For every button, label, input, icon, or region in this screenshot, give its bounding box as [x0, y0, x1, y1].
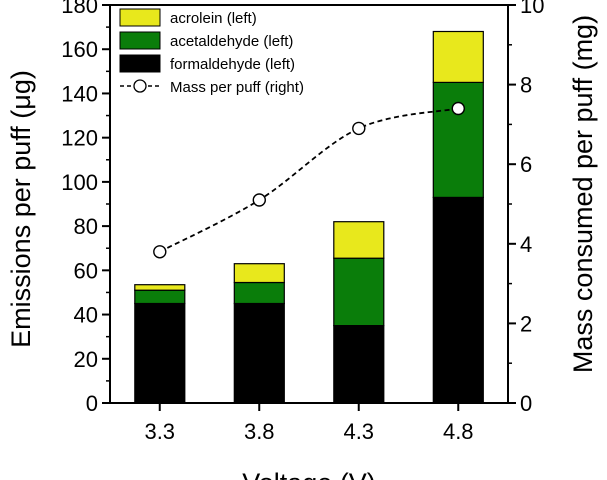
bar-acetaldehyde-3.3 — [134, 289, 186, 305]
x-axis-title: Voltage (V) — [242, 468, 376, 480]
legend-label-acrolein: acrolein (left) — [170, 10, 257, 27]
bar-acrolein-4.8 — [432, 30, 484, 84]
y-tick-label: 60 — [74, 258, 98, 283]
bar-acrolein-4.3 — [333, 221, 385, 259]
mass-point-4.3 — [352, 121, 366, 136]
y-tick-label: 160 — [61, 37, 98, 62]
y-tick-label: 100 — [61, 170, 98, 195]
legend-label-mass: Mass per puff (right) — [170, 79, 304, 96]
mass-point-3.3 — [153, 245, 167, 259]
legend-marker-mass — [133, 79, 147, 93]
y-tick-label: 180 — [61, 0, 98, 18]
y2-tick-label: 0 — [520, 391, 532, 416]
bar-acetaldehyde-3.8 — [233, 281, 285, 305]
axes-layer: 0 20 40 60 80 100 120 140 160 180 0 2 4 6 8 10 3.3 3.8 4.3… — [61, 0, 544, 444]
y-tick-label: 40 — [74, 303, 98, 328]
y-tick-label: 140 — [61, 81, 98, 106]
y-tick-label: 80 — [74, 214, 98, 239]
legend-swatch-acrolein — [119, 8, 161, 27]
mass-line-layer — [153, 101, 465, 259]
legend: acrolein (left) acetaldehyde (left) formal… — [119, 8, 304, 96]
bar-acetaldehyde-4.8 — [432, 81, 484, 199]
y2-tick-label: 8 — [520, 73, 532, 98]
bar-acrolein-3.8 — [233, 263, 285, 284]
mass-line — [159, 107, 459, 253]
x-tick-label: 4.3 — [343, 419, 374, 444]
y2-tick-label: 10 — [520, 0, 544, 18]
y-tick-label: 20 — [74, 347, 98, 372]
mass-point-4.8 — [451, 101, 465, 116]
legend-swatch-acetaldehyde — [119, 31, 161, 50]
y2-tick-label: 4 — [520, 232, 532, 257]
bar-formaldehyde-4.8 — [432, 196, 484, 404]
x-tick-label: 4.8 — [443, 419, 474, 444]
y-axis-title: Emissions per puff (μg) — [6, 70, 36, 348]
legend-swatch-formaldehyde — [119, 54, 161, 73]
mass-point-3.8 — [252, 193, 266, 207]
x-tick-label: 3.8 — [244, 419, 275, 444]
y2-axis-title: Mass consumed per puff (mg) — [568, 15, 598, 373]
bar-acetaldehyde-4.3 — [333, 257, 385, 327]
bar-formaldehyde-3.8 — [233, 302, 285, 404]
x-tick-label: 3.3 — [144, 419, 175, 444]
y-tick-label: 0 — [86, 391, 98, 416]
legend-label-formaldehyde: formaldehyde (left) — [170, 56, 295, 73]
y2-tick-label: 6 — [520, 152, 532, 177]
y-tick-label: 120 — [61, 126, 98, 151]
bar-formaldehyde-4.3 — [333, 325, 385, 404]
bar-acrolein-3.3 — [134, 284, 186, 291]
y2-tick-label: 2 — [520, 311, 532, 336]
bars-layer — [134, 30, 484, 404]
bar-formaldehyde-3.3 — [134, 302, 186, 404]
legend-label-acetaldehyde: acetaldehyde (left) — [170, 33, 293, 50]
